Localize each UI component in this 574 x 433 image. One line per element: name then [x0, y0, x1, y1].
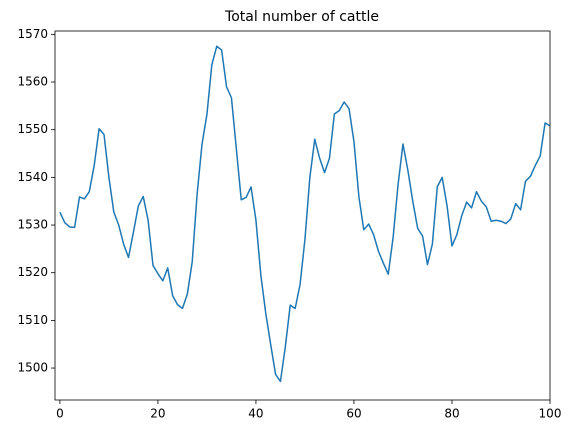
y-tick-label: 1550	[17, 122, 48, 136]
plot-frame	[54, 30, 551, 401]
y-tick-label: 1540	[17, 170, 48, 184]
y-tick-label: 1530	[17, 218, 48, 232]
x-tick-label: 20	[150, 407, 165, 421]
y-tick-label: 1500	[17, 361, 48, 375]
x-tick-label: 60	[346, 407, 361, 421]
line-series	[59, 45, 550, 383]
y-tick-label: 1570	[17, 27, 48, 41]
y-tick-label: 1510	[17, 313, 48, 327]
y-tick-label: 1520	[17, 265, 48, 279]
x-tick-label: 80	[444, 407, 459, 421]
x-tick-label: 0	[56, 407, 64, 421]
chart-title: Total number of cattle	[224, 9, 379, 25]
x-tick-label: 100	[539, 407, 562, 421]
y-tick-label: 1560	[17, 75, 48, 89]
x-tick-label: 40	[248, 407, 263, 421]
